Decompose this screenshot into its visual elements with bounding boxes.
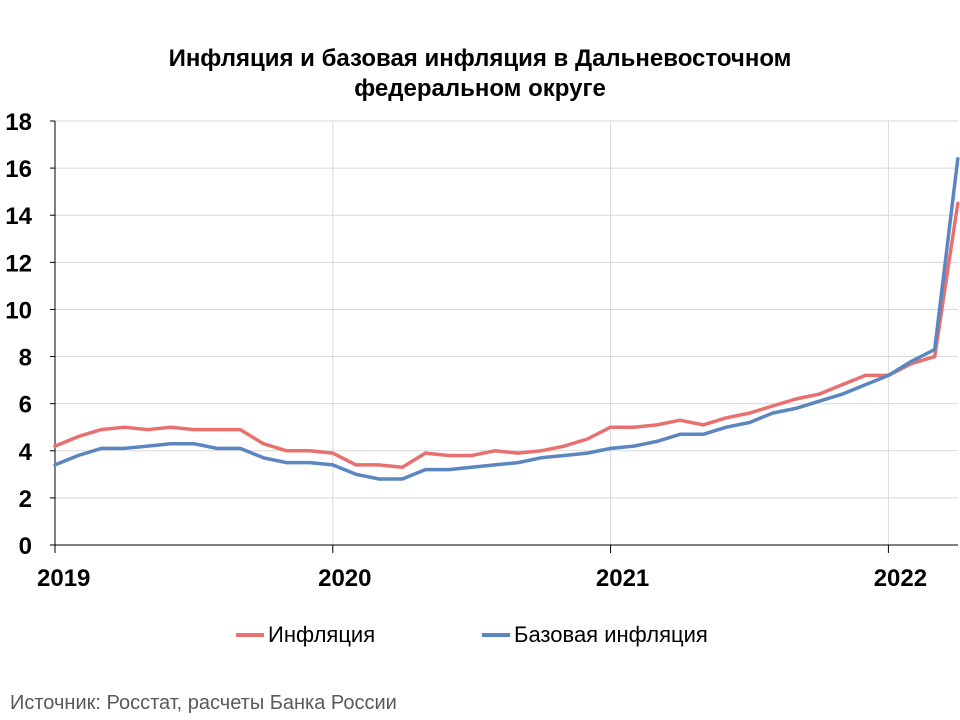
- x-tick-label: 2022: [874, 565, 927, 592]
- y-tick-label: 12: [5, 250, 32, 277]
- legend-label-inflation: Инфляция: [268, 622, 376, 647]
- y-tick-label: 8: [19, 345, 32, 372]
- y-tick-label: 10: [5, 297, 32, 324]
- x-tick-label: 2021: [596, 565, 649, 592]
- y-tick-label: 0: [19, 533, 32, 560]
- y-tick-label: 14: [5, 203, 32, 230]
- chart-title-line2: федеральном округе: [354, 75, 606, 102]
- y-tick-label: 18: [5, 109, 32, 136]
- chart-title-line1: Инфляция и базовая инфляция в Дальневост…: [168, 45, 792, 72]
- source-note: Источник: Росстат, расчеты Банка России: [10, 692, 397, 714]
- legend: Инфляция Базовая инфляция: [0, 622, 960, 652]
- x-tick-label: 2020: [318, 565, 371, 592]
- series-line-core-inflation: [53, 156, 960, 481]
- x-tick-label: 2019: [37, 565, 90, 592]
- chart-title: Инфляция и базовая инфляция в Дальневост…: [0, 44, 960, 104]
- legend-label-core-inflation: Базовая инфляция: [514, 622, 708, 647]
- y-tick-label: 16: [5, 156, 32, 183]
- legend-item-inflation: Инфляция: [236, 622, 375, 648]
- y-tick-label: 2: [19, 486, 32, 513]
- y-tick-label: 4: [19, 439, 33, 466]
- y-tick-label: 6: [19, 392, 32, 419]
- legend-swatch-core-inflation: [482, 633, 510, 637]
- legend-item-core-inflation: Базовая инфляция: [482, 622, 708, 648]
- legend-swatch-inflation: [236, 633, 264, 637]
- series-line-inflation: [53, 201, 960, 470]
